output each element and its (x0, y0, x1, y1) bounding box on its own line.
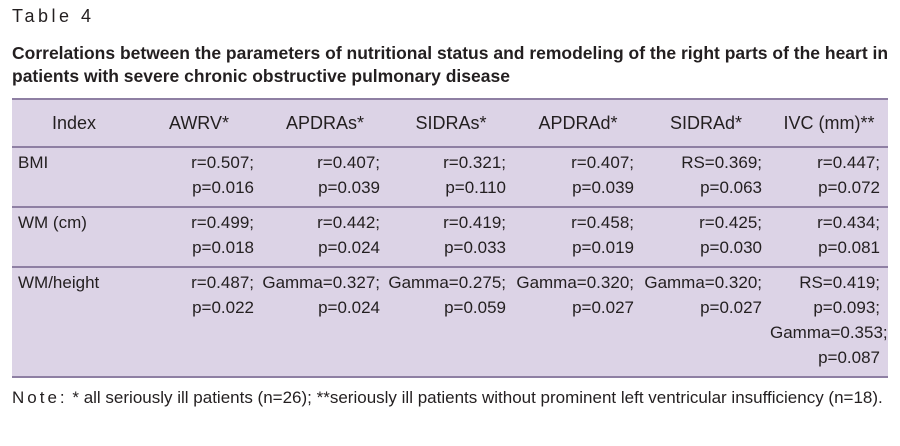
cell-line: p=0.059 (444, 298, 506, 317)
cell-line: r=0.407; (571, 153, 634, 172)
row-index-wm: WM (cm) (12, 207, 136, 268)
row-index-wm-height: WM/height (12, 267, 136, 378)
cell-line: p=0.081 (818, 238, 880, 257)
header-sidras: SIDRAs* (388, 98, 514, 148)
row-index-bmi: BMI (12, 147, 136, 208)
cell-line: p=0.019 (572, 238, 634, 257)
header-ivc: IVC (mm)** (770, 98, 888, 148)
cell-line: r=0.434; (817, 213, 880, 232)
cell-line: r=0.442; (317, 213, 380, 232)
cell-line: Gamma=0.320; (516, 273, 634, 292)
table-cell: Gamma=0.320; p=0.027 (514, 267, 642, 378)
cell-line: r=0.458; (571, 213, 634, 232)
cell-line: r=0.407; (317, 153, 380, 172)
cell-line: r=0.499; (191, 213, 254, 232)
cell-line: p=0.087 (818, 348, 880, 367)
header-index: Index (12, 98, 136, 148)
note-label: Note: (12, 388, 68, 407)
cell-line: p=0.033 (444, 238, 506, 257)
table-cell: r=0.407; p=0.039 (514, 147, 642, 208)
cell-line: p=0.039 (572, 178, 634, 197)
table-row: WM (cm) r=0.499; p=0.018 r=0.442; p=0.024 … (12, 207, 888, 268)
table-number-label: Table 4 (12, 6, 95, 26)
cell-line: p=0.027 (700, 298, 762, 317)
table-row: WM/height r=0.487; p=0.022 Gamma=0.327; p=… (12, 267, 888, 378)
cell-line: p=0.024 (318, 298, 380, 317)
table-cell: r=0.434; p=0.081 (770, 207, 888, 268)
table-cell: r=0.442; p=0.024 (262, 207, 388, 268)
cell-line: p=0.027 (572, 298, 634, 317)
cell-line: p=0.110 (445, 178, 506, 197)
correlation-table: Index AWRV* APDRAs* SIDRAs* APDRAd* SIDR… (12, 98, 888, 378)
cell-line: p=0.030 (700, 238, 762, 257)
header-awrv: AWRV* (136, 98, 262, 148)
table-cell: Gamma=0.327; p=0.024 (262, 267, 388, 378)
cell-line: p=0.024 (318, 238, 380, 257)
cell-line: RS=0.419; (799, 273, 880, 292)
cell-line: r=0.321; (443, 153, 506, 172)
table-cell: r=0.487; p=0.022 (136, 267, 262, 378)
table-cell: RS=0.419; p=0.093; Gamma=0.353; p=0.087 (770, 267, 888, 378)
cell-line: r=0.425; (699, 213, 762, 232)
cell-line: Gamma=0.327; (262, 273, 380, 292)
table-caption: Correlations between the parameters of n… (12, 43, 889, 86)
table-cell: Gamma=0.275; p=0.059 (388, 267, 514, 378)
cell-line: Gamma=0.320; (644, 273, 762, 292)
cell-line: RS=0.369; (681, 153, 762, 172)
table-footnote: Note: * all seriously ill patients (n=26… (12, 386, 892, 410)
table-cell: r=0.458; p=0.019 (514, 207, 642, 268)
cell-line: p=0.072 (818, 178, 880, 197)
table-row: BMI r=0.507; p=0.016 r=0.407; p=0.039 r=0.… (12, 147, 888, 208)
header-row: Index AWRV* APDRAs* SIDRAs* APDRAd* SIDR… (12, 98, 888, 148)
cell-line: Gamma=0.275; (388, 273, 506, 292)
cell-line: r=0.487; (191, 273, 254, 292)
cell-line: Gamma=0.353; (770, 323, 888, 342)
header-sidrad: SIDRAd* (642, 98, 770, 148)
table-cell: r=0.425; p=0.030 (642, 207, 770, 268)
table-cell: r=0.447; p=0.072 (770, 147, 888, 208)
cell-line: p=0.018 (192, 238, 254, 257)
table-cell: r=0.499; p=0.018 (136, 207, 262, 268)
table-cell: r=0.321; p=0.110 (388, 147, 514, 208)
note-text: * all seriously ill patients (n=26); **s… (67, 388, 883, 407)
table-cell: r=0.507; p=0.016 (136, 147, 262, 208)
cell-line: r=0.447; (817, 153, 880, 172)
table-cell: Gamma=0.320; p=0.027 (642, 267, 770, 378)
cell-line: p=0.093; (813, 298, 880, 317)
cell-line: p=0.016 (192, 178, 254, 197)
table-cell: r=0.407; p=0.039 (262, 147, 388, 208)
table-cell: r=0.419; p=0.033 (388, 207, 514, 268)
cell-line: p=0.022 (192, 298, 254, 317)
cell-line: r=0.419; (443, 213, 506, 232)
table-cell: RS=0.369; p=0.063 (642, 147, 770, 208)
cell-line: p=0.039 (318, 178, 380, 197)
header-apdrad: APDRAd* (514, 98, 642, 148)
cell-line: r=0.507; (191, 153, 254, 172)
header-apdras: APDRAs* (262, 98, 388, 148)
cell-line: p=0.063 (700, 178, 762, 197)
